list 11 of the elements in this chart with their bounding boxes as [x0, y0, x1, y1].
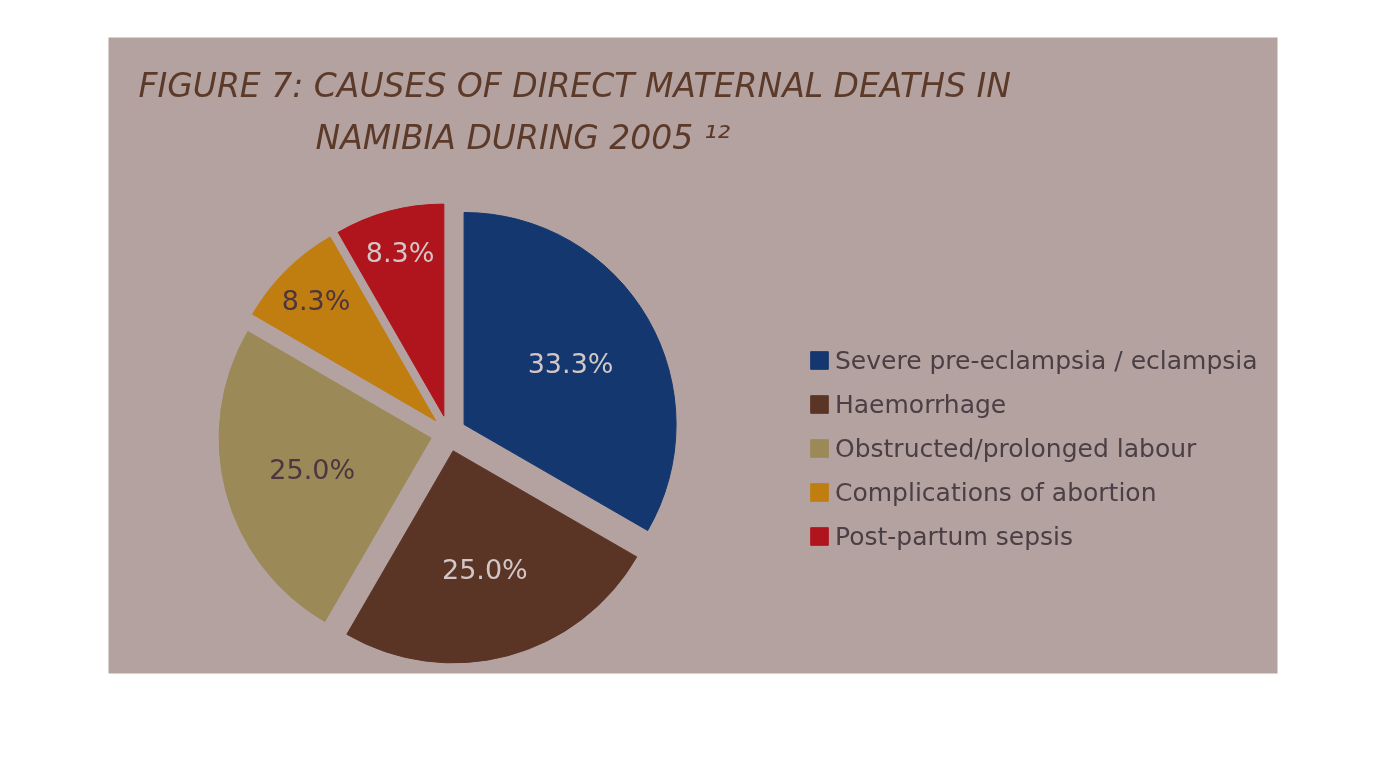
data-label: 8.3%	[281, 285, 351, 317]
legend-label: Complications of abortion	[835, 476, 1157, 509]
chart-title: FIGURE 7: CAUSES OF DIRECT MATERNAL DEATHS IN NAMIBIA DURING 2005 ¹²	[138, 65, 1011, 157]
data-label: 25.0%	[269, 454, 356, 486]
legend-label: Obstructed/prolonged labour	[835, 432, 1197, 465]
data-label: 8.3%	[365, 236, 435, 268]
data-label: 25.0%	[441, 554, 528, 586]
legend-label: Post-partum sepsis	[835, 520, 1074, 553]
data-label: 33.3%	[527, 347, 614, 379]
legend-label: Haemorrhage	[835, 388, 1007, 421]
legend-label: Severe pre-eclampsia / eclampsia	[835, 344, 1258, 377]
